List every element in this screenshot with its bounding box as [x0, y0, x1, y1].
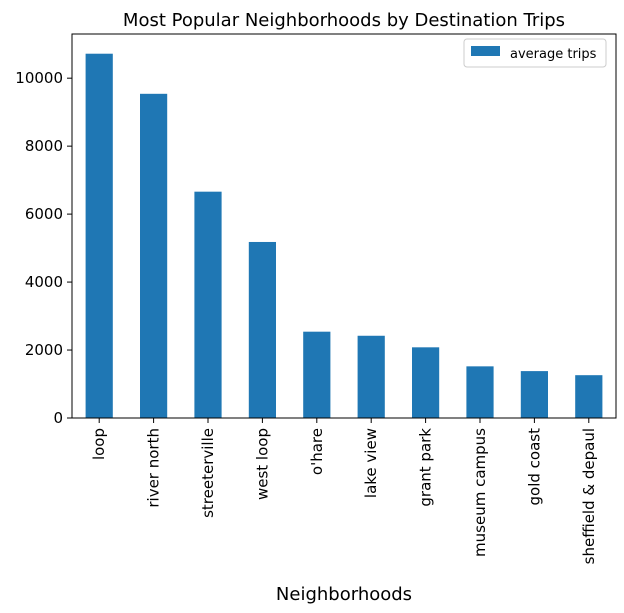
y-tick-label-4: 8000	[25, 137, 63, 155]
x-tick-label-7: museum campus	[471, 428, 489, 557]
y-tick-label-1: 2000	[25, 341, 63, 359]
y-tick-label-5: 10000	[15, 69, 63, 87]
bar-0	[85, 53, 113, 418]
legend-label: average trips	[510, 47, 597, 62]
x-axis: loop river north streeterville west loop o'h…	[90, 418, 598, 564]
bar-6	[412, 347, 440, 418]
x-tick-label-6: grant park	[417, 428, 435, 507]
bar-5	[357, 335, 385, 418]
x-tick-label-8: gold coast	[525, 428, 543, 506]
legend: average trips	[463, 38, 607, 68]
plot-frame	[71, 33, 617, 419]
y-axis: 0 2000 4000 6000 8000 10000	[15, 69, 72, 427]
bars-group	[85, 53, 603, 419]
chart-title: Most Popular Neighborhoods by Destinatio…	[123, 10, 565, 31]
x-tick-label-4: o'hare	[308, 428, 326, 475]
x-tick-label-3: west loop	[253, 428, 271, 500]
x-tick-label-5: lake view	[362, 428, 380, 498]
bar-3	[248, 241, 276, 418]
x-tick-label-1: river north	[145, 428, 163, 508]
bar-7	[466, 366, 494, 418]
x-tick-label-2: streeterville	[199, 428, 217, 518]
x-axis-label: Neighborhoods	[276, 584, 412, 605]
bar-4	[303, 331, 331, 418]
y-tick-label-2: 4000	[25, 273, 63, 291]
y-tick-label-0: 0	[53, 409, 63, 427]
x-tick-label-0: loop	[90, 428, 108, 460]
x-tick-label-9: sheffield & depaul	[580, 428, 598, 564]
bar-9	[575, 375, 603, 418]
bar-2	[194, 191, 222, 418]
bar-1	[140, 93, 168, 419]
legend-swatch	[471, 46, 500, 56]
bar-8	[520, 371, 548, 418]
y-tick-label-3: 6000	[25, 205, 63, 223]
